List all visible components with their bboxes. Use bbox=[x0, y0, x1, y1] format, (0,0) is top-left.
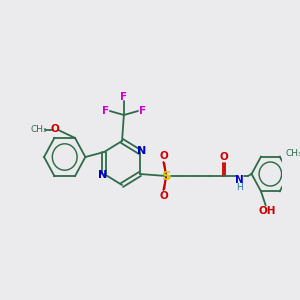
Text: O: O bbox=[219, 152, 228, 162]
Text: O: O bbox=[160, 151, 169, 161]
Text: CH₃: CH₃ bbox=[286, 149, 300, 158]
Text: O: O bbox=[160, 191, 169, 201]
Text: F: F bbox=[102, 106, 109, 116]
Text: CH₃: CH₃ bbox=[30, 125, 47, 134]
Text: H: H bbox=[236, 182, 243, 191]
Text: OH: OH bbox=[259, 206, 276, 216]
Text: F: F bbox=[139, 106, 146, 116]
Text: N: N bbox=[98, 170, 107, 180]
Text: N: N bbox=[137, 146, 146, 156]
Text: F: F bbox=[120, 92, 128, 102]
Text: S: S bbox=[162, 169, 172, 182]
Text: O: O bbox=[51, 124, 60, 134]
Text: N: N bbox=[235, 175, 244, 185]
